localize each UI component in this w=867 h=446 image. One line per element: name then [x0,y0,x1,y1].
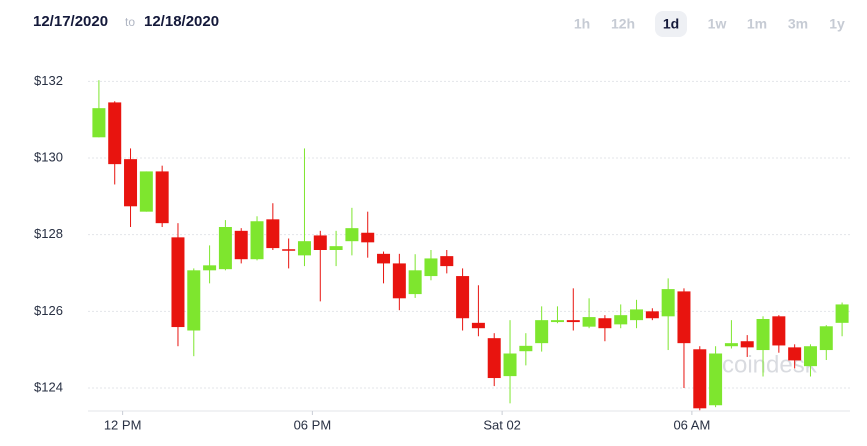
y-tick-label: $130 [34,149,63,164]
range-button[interactable]: 3m [788,16,808,32]
candle-body [361,232,375,243]
candle-body [187,270,201,331]
candle-body [155,171,169,224]
candle-body [582,317,596,327]
candle-body [803,346,817,367]
candle-body [297,241,311,256]
x-tick-label: Sat 02 [483,417,521,432]
candle-body [709,353,723,406]
candle-body [171,237,185,328]
candle-body [566,320,580,323]
candle-body [456,276,470,319]
candle-body [835,304,849,323]
candle-body [471,322,485,329]
candle-body [440,256,454,267]
candle-body [313,235,327,250]
candle-body [392,263,406,299]
range-button-bg [655,11,687,37]
range-button[interactable]: 1m [747,16,767,32]
candle-body [819,326,833,351]
watermark: coindesk [722,351,818,378]
candle-body [661,289,675,317]
candle-body [487,338,501,379]
range-button[interactable]: 1h [574,16,590,32]
candle-body [108,102,122,165]
candle-body [139,171,153,212]
candle-body [329,246,343,250]
x-tick-label: 06 AM [673,417,710,432]
candle-body [282,249,296,251]
candle-body [677,291,691,344]
candle-body [266,219,280,249]
candle-body [630,309,644,321]
start-date: 12/17/2020 [33,13,108,30]
candle-body [345,228,359,242]
candle-body [234,230,248,260]
candle-body [645,311,659,319]
candle-body [503,353,517,377]
candle-body [535,320,549,344]
range-button[interactable]: 1d [663,16,679,32]
candle-body [124,159,138,207]
end-date: 12/18/2020 [144,13,219,30]
candle-body [614,315,628,325]
candle-body [788,347,802,361]
candle-body [772,316,786,346]
x-tick-label: 12 PM [104,417,142,432]
range-button[interactable]: 12h [611,16,635,32]
date-separator: to [125,15,135,29]
y-tick-label: $126 [34,303,63,318]
candle-body [740,341,754,348]
candle-body [408,270,422,295]
candle-body [598,318,612,329]
candle-body [550,320,564,323]
y-tick-label: $124 [34,379,63,394]
y-tick-label: $128 [34,226,63,241]
candle-body [424,258,438,277]
range-button[interactable]: 1y [829,16,845,32]
candle-body [250,221,264,260]
candle-body [203,265,217,271]
candle-body [756,319,770,351]
candle-body [92,108,106,138]
x-tick-label: 06 PM [294,417,332,432]
candle-body [693,349,707,409]
y-tick-label: $132 [34,73,63,88]
candle-body [377,253,391,264]
candle-body [519,345,533,352]
range-button[interactable]: 1w [708,16,727,32]
candle-body [724,343,738,347]
candle-body [218,227,232,270]
